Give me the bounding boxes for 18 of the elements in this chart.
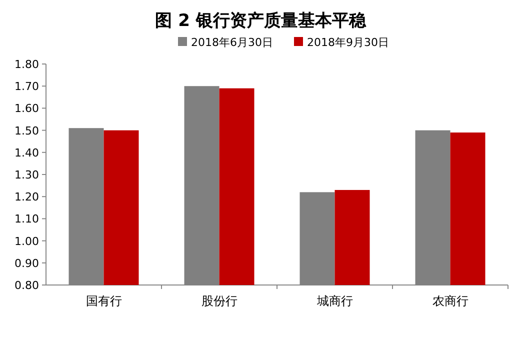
x-tick-label: 股份行 <box>201 294 238 308</box>
y-tick-label: 0.80 <box>14 279 39 292</box>
y-tick-label: 0.90 <box>14 256 39 270</box>
chart-title: 图 2 银行资产质量基本平稳 <box>155 11 367 31</box>
y-tick-label: 1.70 <box>14 80 39 94</box>
y-tick-label: 1.10 <box>14 212 39 226</box>
y-tick-label: 1.00 <box>14 234 39 248</box>
y-tick-label: 1.60 <box>14 102 39 116</box>
y-tick-label: 1.50 <box>14 124 39 138</box>
y-tick-label: 1.80 <box>14 58 39 71</box>
legend-label: 2018年6月30日 <box>191 36 273 49</box>
y-tick-label: 1.30 <box>14 168 39 182</box>
x-tick-label: 农商行 <box>432 294 468 308</box>
y-tick-label: 1.20 <box>14 190 39 204</box>
x-tick-label: 城商行 <box>316 294 353 308</box>
legend-label: 2018年9月30日 <box>307 36 389 49</box>
y-tick-label: 1.40 <box>14 146 39 160</box>
x-tick-label: 国有行 <box>86 294 122 308</box>
